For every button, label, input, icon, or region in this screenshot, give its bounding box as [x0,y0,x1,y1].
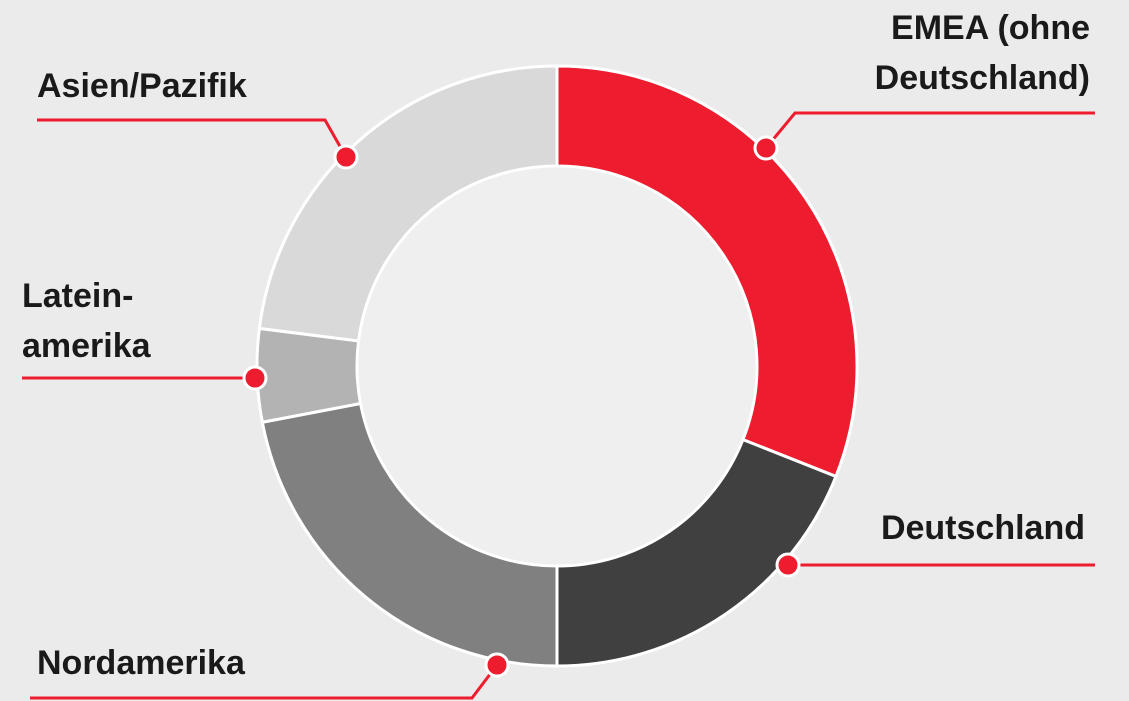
donut-segment [257,64,559,343]
callout-dot [333,144,359,170]
category-label: Asien/Pazifik [37,67,247,105]
category-label: EMEA (ohne Deutschland) [875,9,1090,97]
category-label: Deutschland [881,509,1085,547]
callout-dot [484,652,510,678]
callout-line [37,118,348,158]
donut-segment [260,401,559,668]
category-label: Nordamerika [37,644,246,682]
callout-line [764,111,1095,149]
callout-line [30,664,499,700]
callout-dot [242,365,268,391]
category-label: Latein-amerika [22,277,152,365]
callout-dot [753,135,779,161]
donut-hole [358,167,756,565]
donut-segment [555,64,859,479]
callout-dot [775,552,801,578]
